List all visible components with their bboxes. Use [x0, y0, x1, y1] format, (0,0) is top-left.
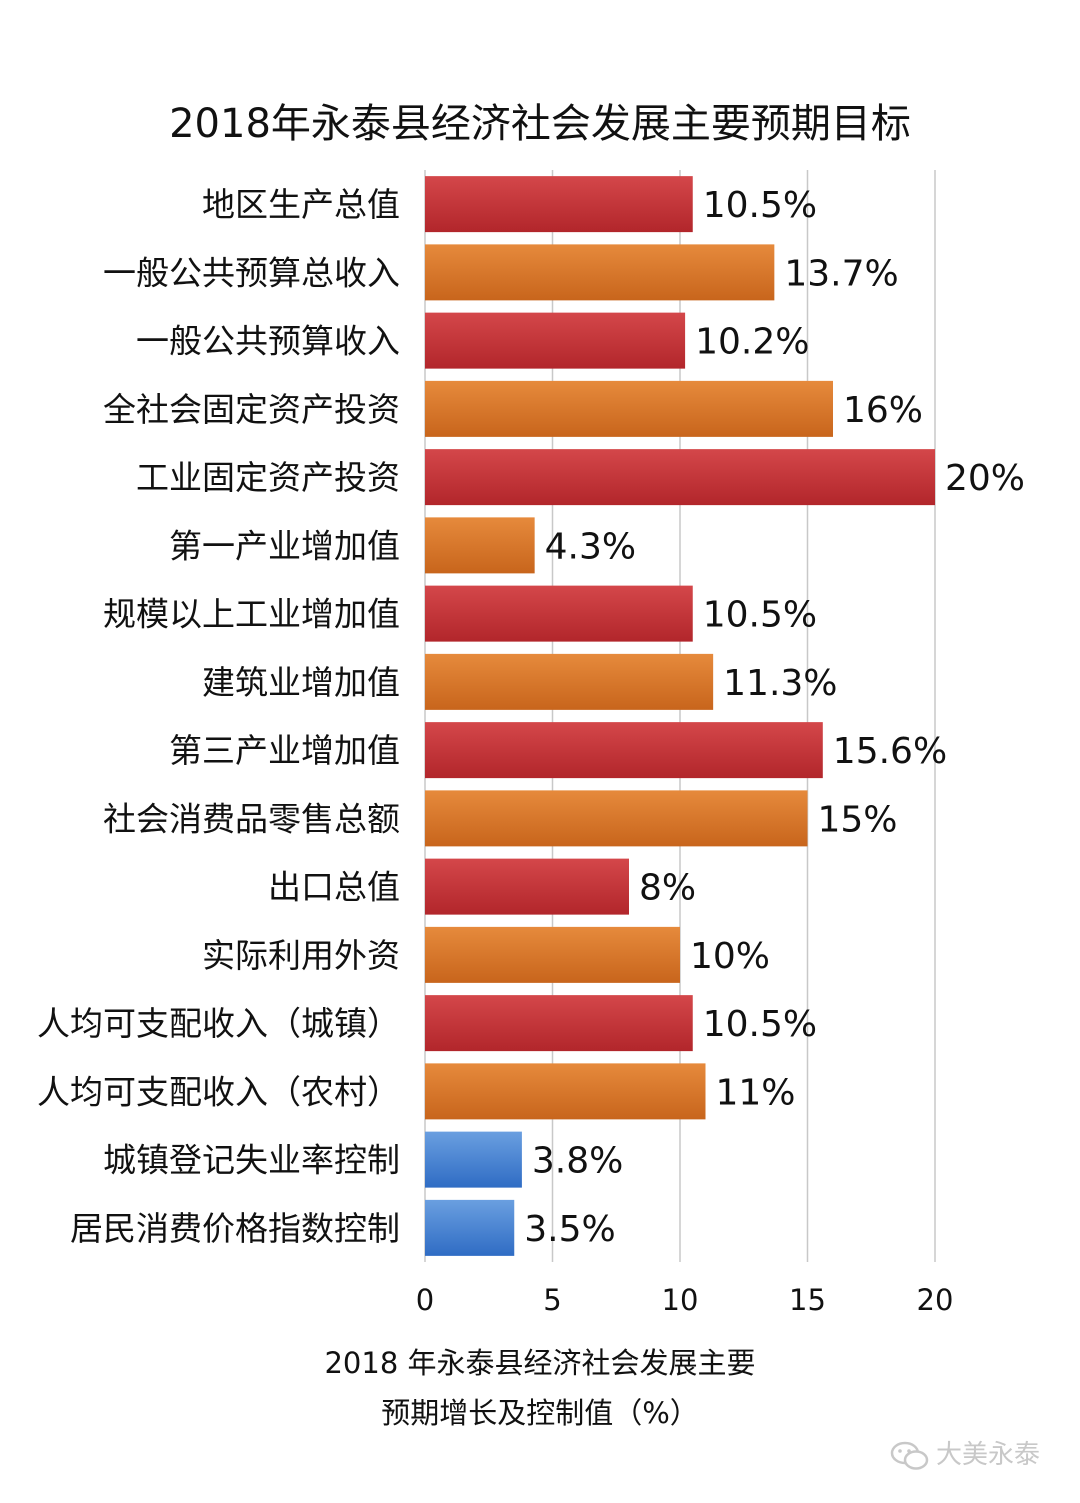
- data-label: 4.3%: [545, 526, 636, 567]
- x-axis-label-line-1: 2018 年永泰县经济社会发展主要: [324, 1346, 756, 1380]
- category-label: 人均可支配收入（城镇）: [37, 1004, 400, 1043]
- data-label: 10.5%: [703, 1004, 817, 1045]
- bar: [425, 244, 775, 301]
- bar: [425, 653, 714, 710]
- data-label: 3.5%: [524, 1209, 615, 1250]
- data-label: 16%: [843, 390, 923, 431]
- x-tick-label: 20: [917, 1283, 954, 1317]
- x-axis-label-line-2: 预期增长及控制值（%）: [381, 1396, 699, 1430]
- data-label: 10.5%: [703, 595, 817, 636]
- category-label: 第一产业增加值: [169, 526, 400, 565]
- category-label: 人均可支配收入（农村）: [37, 1072, 400, 1111]
- data-label: 11%: [716, 1072, 796, 1113]
- bar: [425, 858, 629, 915]
- data-label: 11.3%: [723, 663, 837, 704]
- data-label: 10%: [690, 936, 770, 977]
- category-label: 城镇登记失业率控制: [103, 1141, 400, 1180]
- bar: [425, 585, 693, 642]
- category-label: 社会消费品零售总额: [103, 799, 400, 838]
- category-label: 建筑业增加值: [202, 663, 400, 702]
- bar: [425, 995, 693, 1052]
- x-axis-label: 2018 年永泰县经济社会发展主要 预期增长及控制值（%）: [240, 1338, 840, 1438]
- data-label: 10.5%: [703, 185, 817, 226]
- bar: [425, 1199, 515, 1256]
- category-label: 规模以上工业增加值: [103, 595, 400, 634]
- chart-title: 2018年永泰县经济社会发展主要预期目标: [169, 101, 911, 147]
- x-tick-label: 5: [543, 1283, 561, 1317]
- wechat-icon: [890, 1441, 929, 1470]
- bar: [425, 517, 535, 574]
- data-label: 3.8%: [532, 1141, 623, 1182]
- data-label: 15%: [818, 799, 898, 840]
- category-label: 一般公共预算总收入: [103, 253, 400, 292]
- x-tick-label: 15: [789, 1283, 826, 1317]
- data-labels: 10.5% 13.7% 10.2% 16% 20% 4.3% 10.5% 11.3% 15.6%…: [524, 185, 1025, 1250]
- data-label: 8%: [639, 868, 696, 909]
- bar: [425, 380, 833, 437]
- bar: [425, 722, 823, 779]
- bars: [425, 176, 935, 1256]
- bar: [425, 449, 935, 506]
- bar: [425, 926, 680, 983]
- category-label: 第三产业增加值: [169, 731, 400, 770]
- bar: [425, 1063, 706, 1120]
- data-label: 15.6%: [833, 731, 947, 772]
- bar: [425, 790, 808, 847]
- category-label: 地区生产总值: [202, 185, 400, 224]
- category-label: 一般公共预算收入: [136, 322, 400, 361]
- category-label: 全社会固定资产投资: [103, 390, 400, 429]
- category-label: 工业固定资产投资: [136, 458, 400, 497]
- x-axis-ticks: 0 5 10 15 20: [416, 1283, 954, 1317]
- x-tick-label: 0: [416, 1283, 434, 1317]
- data-label: 10.2%: [695, 322, 809, 363]
- category-label: 实际利用外资: [202, 936, 400, 975]
- bar: [425, 176, 693, 233]
- x-tick-label: 10: [662, 1283, 699, 1317]
- watermark-brand: 大美永泰: [936, 1440, 1041, 1470]
- bar: [425, 312, 686, 369]
- data-label: 20%: [945, 458, 1025, 499]
- category-labels: 地区生产总值一般公共预算总收入一般公共预算收入全社会固定资产投资工业固定资产投资…: [37, 185, 400, 1248]
- category-label: 居民消费价格指数控制: [70, 1209, 400, 1248]
- bar: [425, 1131, 522, 1188]
- data-label: 13.7%: [784, 253, 898, 294]
- category-label: 出口总值: [268, 868, 400, 907]
